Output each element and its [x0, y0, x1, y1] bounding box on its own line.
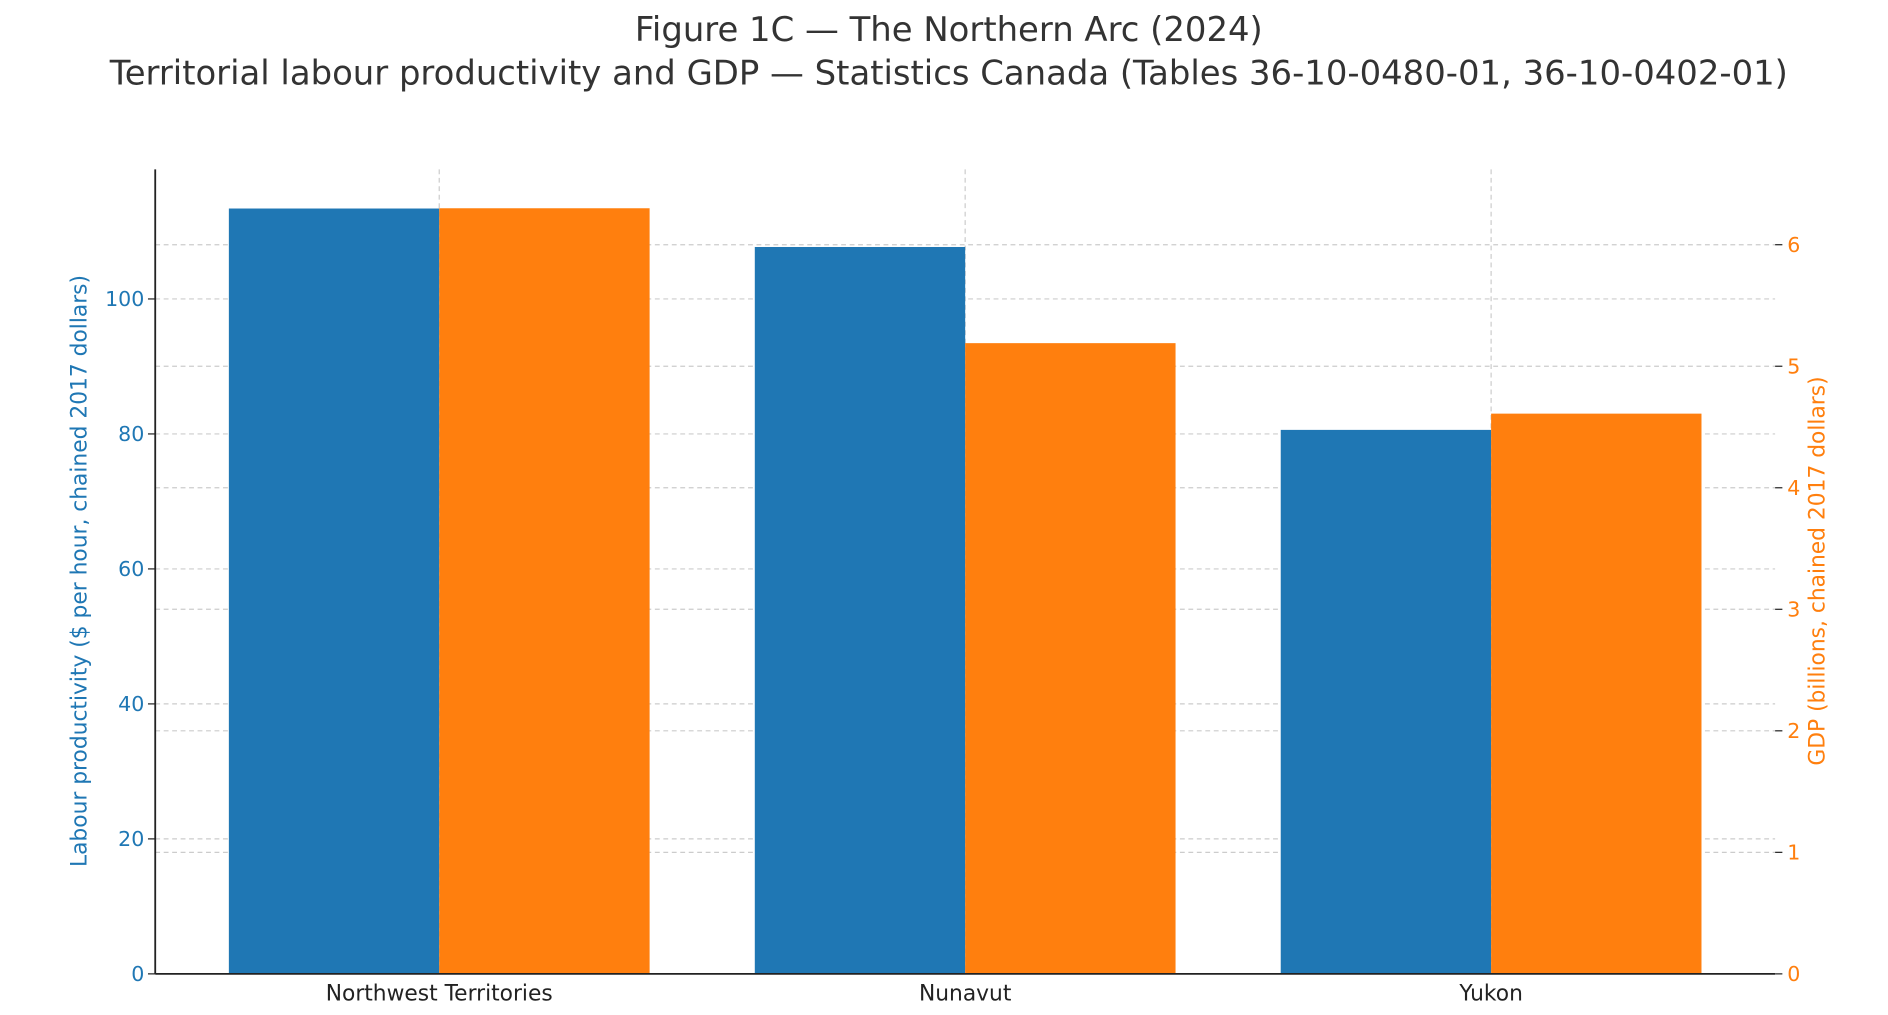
y-tick-label-left: 60 [118, 557, 144, 581]
bar-productivity [754, 246, 966, 974]
axes: Northwest Territories Nunavut Yukon0204060… [105, 169, 1800, 1006]
y-tick-label-right: 2 [1787, 719, 1800, 743]
bar-gdp [965, 343, 1176, 974]
y-tick-label-left: 80 [118, 422, 144, 446]
bar-productivity [228, 208, 440, 974]
bar-productivity [1280, 429, 1492, 974]
y-tick-label-left: 0 [131, 962, 144, 986]
y-tick-label-right: 0 [1787, 962, 1800, 986]
y-tick-label-left: 20 [118, 827, 144, 851]
y-tick-label-right: 4 [1787, 476, 1800, 500]
y-tick-label-right: 6 [1787, 233, 1800, 257]
x-tick-label: Yukon [1458, 981, 1523, 1006]
bars [228, 208, 1702, 974]
y-axis-label-right: GDP (billions, chained 2017 dollars) [1806, 376, 1831, 765]
y-axis-label-left: Labour productivity ($ per hour, chained… [67, 275, 92, 867]
y-tick-label-left: 100 [105, 287, 144, 311]
y-tick-label-right: 1 [1787, 841, 1800, 865]
y-tick-label-left: 40 [118, 692, 144, 716]
bar-gdp [1491, 413, 1702, 974]
y-tick-label-right: 5 [1787, 354, 1800, 378]
bar-gdp [439, 208, 650, 974]
chart-subtitle: Territorial labour productivity and GDP … [109, 54, 1788, 93]
chart-title: Figure 1C — The Northern Arc (2024) [635, 10, 1263, 49]
x-tick-label: Northwest Territories [326, 981, 553, 1006]
y-tick-label-right: 3 [1787, 598, 1800, 622]
x-tick-label: Nunavut [919, 981, 1012, 1006]
